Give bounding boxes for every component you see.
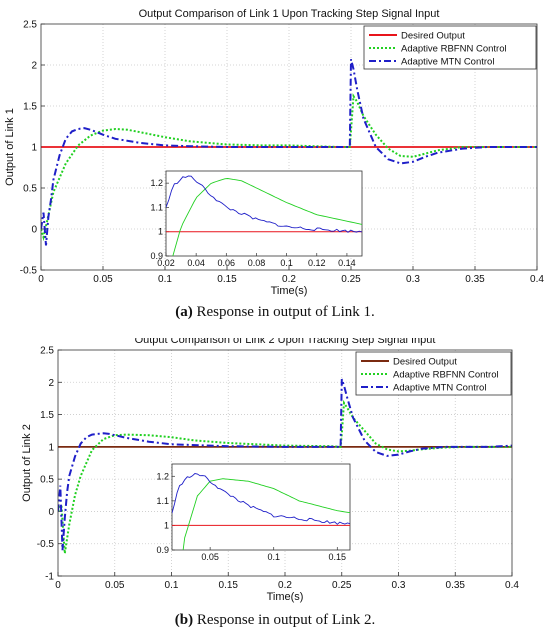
x-axis-label: Time(s) <box>271 285 308 297</box>
x-tick-label: 0.25 <box>332 580 352 591</box>
inset-y-tick-label: 1.2 <box>156 471 169 481</box>
legend-label-2: Adaptive RBFNN Control <box>393 370 499 381</box>
y-tick-label: 0 <box>31 225 37 236</box>
inset-x-tick-label: 0.06 <box>218 258 236 268</box>
x-tick-label: 0.2 <box>282 274 296 285</box>
chart-panel-link1: 0 0.05 0.1 0.15 0.2 0.25 0.3 0.35 0.4 -0.5 0 0.5 1 1.… <box>0 8 550 321</box>
y-tick-label: 0.5 <box>40 475 54 486</box>
series-line-2 <box>41 93 537 242</box>
chart-title: Output Comparison of Link 1 Upon Trackin… <box>139 8 440 20</box>
y-tick-label: 1.5 <box>23 102 37 113</box>
inset-x-tick-label: 0.1 <box>267 552 280 562</box>
x-tick-label: 0.3 <box>392 580 406 591</box>
inset-y-tick-label: 0.9 <box>156 545 169 555</box>
y-tick-label: 2 <box>31 61 37 72</box>
caption-text: Response in output of Link 1. <box>192 304 375 320</box>
plot-frame <box>40 23 538 271</box>
inset-x-tick-label: 0.14 <box>338 258 356 268</box>
inset-x-tick-label: 0.02 <box>157 258 175 268</box>
inset-y-tick-label: 1.1 <box>150 202 163 212</box>
inset-y-tick-label: 1.2 <box>150 178 163 188</box>
inset-x-tick-label: 0.04 <box>187 258 205 268</box>
plot-frame <box>57 349 513 577</box>
inset-x-tick-label: 0.08 <box>248 258 266 268</box>
y-tick-label: -1 <box>45 572 54 583</box>
caption-text: Response in output of Link 2. <box>193 612 376 628</box>
inset-chart: 0.02 0.04 0.06 0.08 0.1 0.12 0.14 0.9 1 1.1 1.2 <box>150 170 363 268</box>
x-tick-label: 0.35 <box>446 580 466 591</box>
x-tick-label: 0.05 <box>93 274 113 285</box>
x-tick-label: 0.1 <box>165 580 179 591</box>
y-tick-label: -0.5 <box>37 539 55 550</box>
y-tick-label: 0 <box>48 507 54 518</box>
y-tick-label: 2 <box>48 378 54 389</box>
x-tick-label: 0 <box>55 580 61 591</box>
y-tick-label: 1 <box>48 442 54 453</box>
legend-label-1: Desired Output <box>393 357 457 368</box>
x-tick-label: 0.05 <box>105 580 125 591</box>
inset-x-tick-label: 0.1 <box>280 258 293 268</box>
x-tick-label: 0.25 <box>341 274 361 285</box>
chart-title: Output Comparison of Link 2 Upon Trackin… <box>135 338 436 346</box>
caption-link1: (a) Response in output of Link 1. <box>0 304 550 321</box>
y-tick-label: 1.5 <box>40 410 54 421</box>
chart-panel-link2: 0 0.05 0.1 0.15 0.2 0.25 0.3 0.35 0.4 -1 -0.5 0 0.5 1… <box>0 338 550 636</box>
chart-link2: 0 0.05 0.1 0.15 0.2 0.25 0.3 0.35 0.4 -1 -0.5 0 0.5 1… <box>21 338 519 603</box>
inset-y-tick-label: 1 <box>164 520 169 530</box>
inset-chart: 0.05 0.1 0.15 0.9 1 1.1 1.2 <box>156 463 351 562</box>
x-tick-label: 0.15 <box>219 580 239 591</box>
legend: Desired Output Adaptive RBFNN Control Adap… <box>363 25 537 70</box>
inset-frame <box>165 170 363 257</box>
legend-label-1: Desired Output <box>401 31 465 42</box>
inset-series-line-2 <box>182 478 350 550</box>
series-line-3 <box>41 59 537 246</box>
inset-y-tick-label: 1.1 <box>156 496 169 506</box>
legend: Desired Output Adaptive RBFNN Control Adap… <box>355 351 512 396</box>
x-tick-label: 0.2 <box>278 580 292 591</box>
x-axis-label: Time(s) <box>267 591 304 603</box>
x-tick-label: 0.4 <box>505 580 519 591</box>
legend-box <box>363 25 537 70</box>
x-tick-label: 0 <box>38 274 44 285</box>
inset-y-tick-label: 1 <box>158 227 163 237</box>
x-tick-label: 0.4 <box>530 274 544 285</box>
y-tick-label: 2.5 <box>23 20 37 31</box>
x-tick-label: 0.15 <box>217 274 237 285</box>
y-tick-label: 1 <box>31 143 37 154</box>
x-tick-label: 0.3 <box>406 274 420 285</box>
chart-link1: 0 0.05 0.1 0.15 0.2 0.25 0.3 0.35 0.4-0.500.511.… <box>4 8 544 297</box>
legend-label-2: Adaptive RBFNN Control <box>401 44 507 55</box>
caption-label: (a) <box>175 304 193 320</box>
y-tick-label: 0.5 <box>23 184 37 195</box>
y-tick-label: 2.5 <box>40 346 54 357</box>
x-tick-label: 0.35 <box>465 274 485 285</box>
caption-label: (b) <box>174 612 194 628</box>
y-axis-label: Output of Link 1 <box>4 108 16 186</box>
inset-series-line-3 <box>166 175 362 233</box>
inset-frame <box>171 463 351 551</box>
legend-label-3: Adaptive MTN Control <box>393 383 486 394</box>
caption-link2: (b) Response in output of Link 2. <box>0 612 550 629</box>
inset-x-tick-label: 0.05 <box>201 552 219 562</box>
inset-x-tick-label: 0.12 <box>308 258 326 268</box>
inset-series-line-2 <box>172 178 362 256</box>
inset-y-tick-label: 0.9 <box>150 251 163 261</box>
series-line-3 <box>58 378 512 551</box>
x-tick-label: 0.1 <box>158 274 172 285</box>
inset-x-tick-label: 0.15 <box>329 552 347 562</box>
y-tick-label: -0.5 <box>20 266 38 277</box>
legend-label-3: Adaptive MTN Control <box>401 57 494 68</box>
y-axis-label: Output of Link 2 <box>21 424 33 502</box>
inset-series-line-3 <box>172 473 350 525</box>
